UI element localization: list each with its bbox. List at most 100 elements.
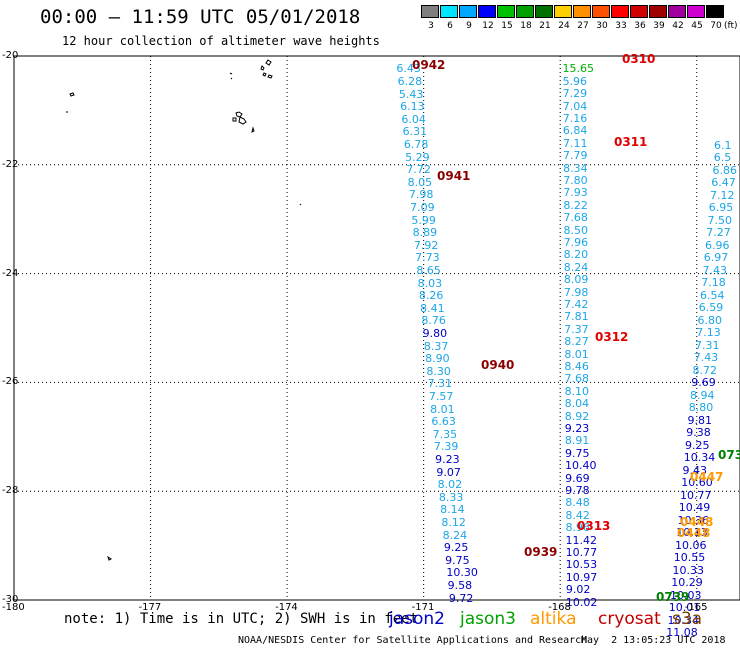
color-scale-label: 42 (672, 21, 684, 31)
pass-time-label: 0942 (412, 58, 446, 72)
pass-time-label: 0311 (614, 135, 648, 149)
swh-value-label: 7.37 (564, 322, 589, 336)
swh-value-label: 10.03 (669, 588, 702, 602)
chart-subtitle: 12 hour collection of altimeter wave hei… (62, 34, 380, 48)
swh-value-label: 7.16 (562, 112, 588, 126)
swh-value-label: 10.36 (677, 513, 709, 527)
swh-value-label: 10.40 (565, 459, 597, 473)
swh-value-label: 9.78 (565, 484, 590, 498)
swh-value-label: 10.34 (683, 451, 716, 465)
swh-value-label: 8.24 (442, 528, 468, 542)
swh-value-label: 9.25 (443, 541, 469, 555)
swh-value-label: 8.96 (565, 521, 590, 535)
swh-value-label: 8.30 (426, 364, 451, 378)
swh-value-label: 11.08 (666, 626, 698, 640)
swh-value-label: 9.23 (435, 453, 460, 467)
swh-value-label: 8.03 (417, 276, 443, 290)
swh-value-label: 8.76 (421, 314, 446, 328)
swh-value-label: 9.72 (448, 591, 474, 605)
swh-value-label: 10.49 (678, 501, 711, 515)
color-scale-label: 39 (653, 21, 665, 31)
swh-value-label: 9.80 (422, 327, 448, 341)
swh-value-label: 8.02 (437, 478, 463, 492)
x-tick-label: -165 (684, 602, 708, 613)
swh-value-label: 6.80 (697, 313, 722, 327)
swh-value-label: 8.34 (563, 161, 588, 175)
color-swatch (706, 5, 724, 18)
pass-time-label: 0310 (622, 52, 656, 66)
color-scale-label: 12 (482, 21, 494, 31)
pass-time-label: 0448 (677, 526, 711, 540)
color-swatch (573, 5, 591, 18)
swh-value-label: 8.72 (692, 363, 717, 377)
swh-value-label: 8.65 (416, 264, 441, 278)
swh-value-label: 8.80 (688, 401, 714, 415)
swh-value-label: 8.05 (407, 175, 433, 189)
swh-value-label: 9.58 (447, 579, 473, 593)
swh-value-label: 6.78 (403, 138, 429, 152)
y-tick-label: -26 (2, 376, 19, 388)
swh-value-label: 10.33 (672, 563, 704, 577)
swh-value-label: 7.29 (562, 87, 588, 101)
color-scale-label: 33 (615, 21, 627, 31)
swh-value-label: 9.07 (436, 465, 461, 479)
swh-value-label: 9.02 (565, 583, 591, 597)
swh-value-label: 8.46 (564, 360, 589, 374)
color-swatch (554, 5, 572, 18)
swh-value-label: 7.79 (563, 149, 588, 163)
swh-value-label: 7.39 (433, 440, 459, 454)
swh-value-label: 15.65 (562, 62, 594, 76)
swh-value-label: 7.18 (701, 276, 726, 290)
x-tick-label: -180 (2, 602, 25, 613)
swh-value-label: 9.23 (564, 422, 590, 436)
pass-time-label: 0312 (595, 330, 629, 344)
swh-value-label: 7.68 (564, 372, 589, 386)
y-tick-label: -20 (2, 50, 19, 61)
color-swatch (497, 5, 515, 18)
color-swatch (668, 5, 686, 18)
swh-value-label: 8.01 (564, 347, 589, 361)
swh-value-label: 7.93 (563, 186, 588, 200)
swh-value-label: 6.1 (714, 138, 732, 152)
swh-value-label: 10.01 (668, 601, 701, 615)
footer-credit: NOAA/NESDIS Center for Satellite Applica… (238, 635, 588, 646)
swh-value-label: 6.96 (704, 238, 730, 252)
swh-value-label: 6.54 (699, 288, 725, 302)
swh-value-label: 8.10 (564, 384, 590, 398)
swh-value-label: 6.86 (712, 163, 737, 177)
swh-value-label: 7.98 (408, 188, 434, 202)
swh-value-label: 10.29 (671, 576, 703, 590)
satellite-legend-item: jason3 (460, 609, 516, 629)
swh-value-label: 8.14 (440, 503, 465, 517)
swh-value-label: 7.92 (413, 238, 439, 252)
swh-value-label: 8.92 (564, 409, 590, 423)
lat-lon-grid (14, 56, 740, 600)
swh-value-label: 9.38 (686, 426, 711, 440)
y-tick-label: -22 (2, 158, 19, 170)
generation-timestamp: May 2 13:05:23 UTC 2018 (581, 635, 726, 646)
swh-value-label: 5.96 (562, 74, 588, 88)
y-tick-label: -28 (2, 485, 19, 497)
color-scale-label: 6 (447, 21, 453, 31)
swh-value-label: 6.97 (703, 251, 729, 265)
island-outlines (66, 59, 302, 561)
pass-time-label: 0448 (680, 515, 714, 529)
satellite-legend-item: altika (530, 609, 577, 629)
swh-value-label: 9.69 (691, 376, 716, 390)
swh-value-label: 10.53 (565, 558, 598, 572)
swh-value-label: 8.01 (430, 402, 455, 416)
island-shape (66, 59, 302, 561)
color-scale-label: 3 (428, 21, 434, 31)
swh-value-label: 7.31 (427, 377, 453, 391)
pass-time-label: 0940 (481, 358, 515, 372)
color-swatch (649, 5, 667, 18)
swh-value-label: 6.31 (402, 125, 428, 139)
swh-value-label: 7.72 (406, 163, 431, 177)
swh-value-label: 7.43 (693, 351, 719, 365)
pass-time-label: 0739 (656, 590, 690, 604)
swh-value-label: 8.26 (418, 289, 444, 303)
swh-value-label: 9.25 (684, 438, 710, 452)
swh-value-label: 8.91 (564, 434, 590, 448)
pass-time-label: 0939 (524, 545, 558, 559)
